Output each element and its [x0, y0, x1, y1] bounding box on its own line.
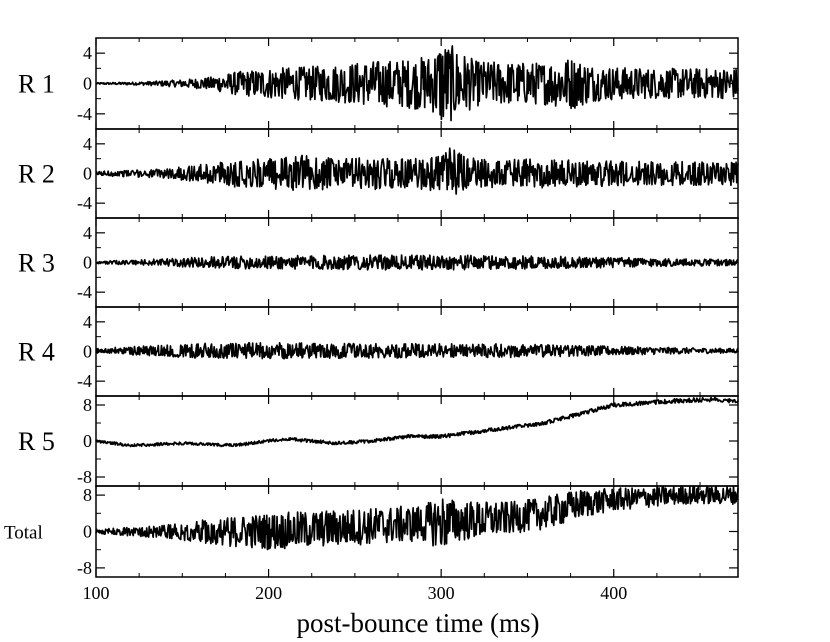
x-tick-label: 400 — [600, 583, 627, 603]
panels: 4 0 -4 R 1 4 0 -4 R 2 4 0 -4 R 3 4 0 -4 R 4 8 0 -8 R 5 8 0 -8 T… — [4, 37, 739, 578]
series-line — [95, 147, 739, 195]
series-line — [95, 396, 739, 448]
panel-2: 4 0 -4 R 2 — [18, 128, 739, 219]
y-tick-label: -4 — [77, 193, 92, 213]
y-tick-label: 0 — [83, 74, 92, 94]
panel-label: Total — [4, 523, 43, 544]
panel-1: 4 0 -4 R 1 — [18, 37, 739, 130]
panel-label: R 2 — [18, 160, 55, 189]
y-tick-label: 0 — [83, 431, 92, 451]
x-tick-label: 100 — [83, 583, 110, 603]
panel-frame — [95, 395, 739, 487]
y-tick-label: -4 — [77, 104, 92, 124]
series-line — [95, 254, 739, 271]
y-tick-label: -8 — [77, 467, 92, 487]
y-tick-label: 0 — [83, 164, 92, 184]
y-tick-label: -4 — [77, 282, 92, 302]
y-tick-label: -4 — [77, 371, 92, 391]
series-line — [95, 45, 739, 122]
y-tick-label: 4 — [83, 312, 92, 332]
panel-3: 4 0 -4 R 3 — [18, 217, 739, 308]
y-tick-label: 0 — [83, 342, 92, 362]
panel-5: 8 0 -8 R 5 — [18, 395, 739, 487]
x-tick-label: 200 — [255, 583, 282, 603]
y-tick-label: 4 — [83, 134, 92, 154]
x-axis: 100 200 300 400 — [83, 583, 628, 603]
x-tick-label: 300 — [428, 583, 455, 603]
y-tick-label: -8 — [77, 558, 92, 578]
panel-6: 8 0 -8 Total — [4, 485, 739, 578]
y-tick-label: 8 — [83, 395, 92, 415]
panel-label: R 5 — [18, 427, 55, 456]
panel-label: R 1 — [18, 70, 55, 99]
y-tick-label: 8 — [83, 485, 92, 505]
panel-label: R 3 — [18, 249, 55, 278]
x-axis-title: post-bounce time (ms) — [297, 608, 540, 638]
y-tick-label: 0 — [83, 522, 92, 542]
series-line — [95, 485, 739, 551]
series-line — [95, 341, 739, 360]
panel-4: 4 0 -4 R 4 — [18, 306, 739, 397]
y-tick-label: 4 — [83, 43, 92, 63]
y-tick-label: 4 — [83, 223, 92, 243]
panel-label: R 4 — [18, 338, 55, 367]
y-tick-label: 0 — [83, 253, 92, 273]
